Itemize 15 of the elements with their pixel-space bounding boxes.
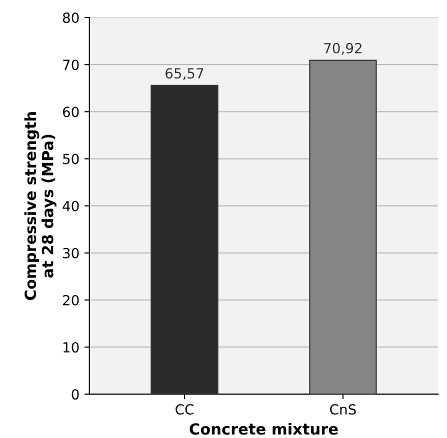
y-tick-label: 20 — [63, 295, 79, 306]
x-tick-label: CnS — [330, 404, 356, 415]
y-tick-label: 30 — [63, 248, 79, 258]
y-tick-label: 10 — [64, 342, 79, 353]
x-axis-title: Concrete mixture — [190, 422, 338, 435]
y-tick-label: 60 — [62, 106, 79, 118]
y-tick-label: 70 — [63, 60, 79, 70]
y-tick-label: 0 — [72, 389, 79, 400]
data-label: 65,57 — [166, 68, 204, 80]
y-tick-label: 50 — [63, 154, 79, 164]
data-label: 70,92 — [324, 42, 362, 55]
y-tick-label: 80 — [62, 12, 79, 23]
y-tick-label: 40 — [62, 200, 79, 212]
x-tick-label: CC — [176, 404, 194, 415]
y-axis-title: Compressive strength at 28 days (MPa) — [24, 112, 56, 300]
